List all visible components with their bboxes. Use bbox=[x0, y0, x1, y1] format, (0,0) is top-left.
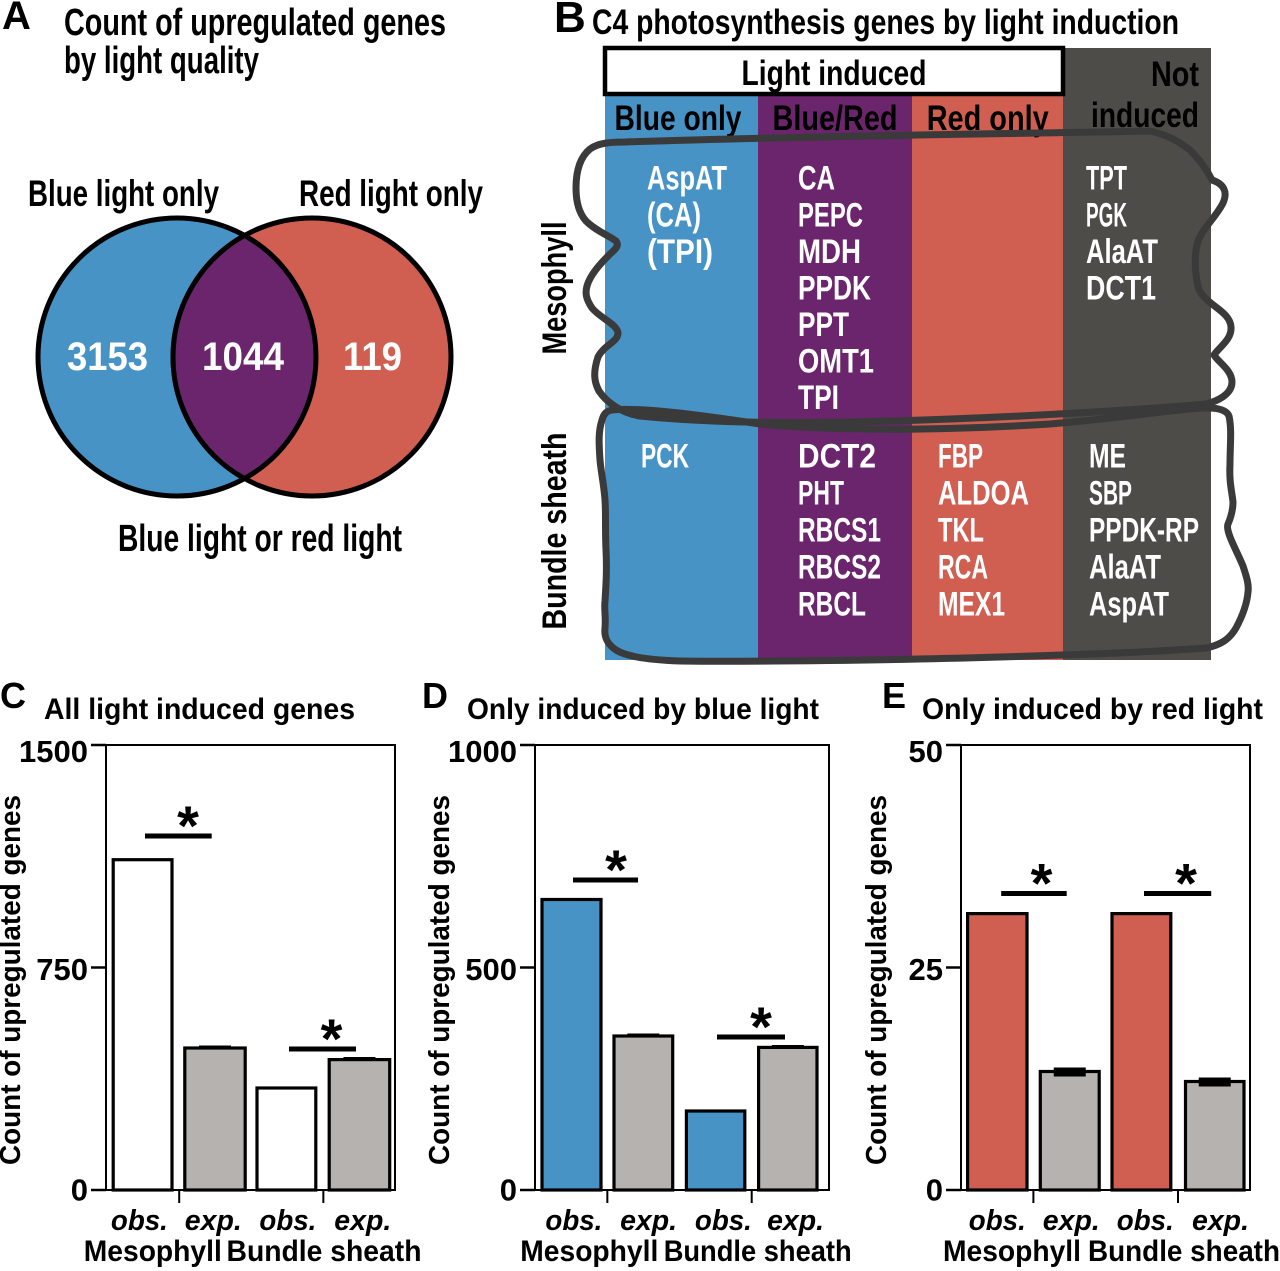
svg-text:*: * bbox=[177, 794, 199, 857]
svg-text:RBCL: RBCL bbox=[798, 586, 866, 624]
svg-text:OMT1: OMT1 bbox=[798, 343, 874, 381]
svg-text:750: 750 bbox=[36, 952, 88, 987]
svg-text:SBP: SBP bbox=[1089, 475, 1132, 513]
svg-text:Count of upregulated genes: Count of upregulated genes bbox=[0, 795, 27, 1165]
svg-text:exp.: exp. bbox=[1192, 1205, 1249, 1237]
svg-text:obs.: obs. bbox=[695, 1205, 752, 1237]
svg-text:All light induced genes: All light induced genes bbox=[44, 693, 355, 726]
svg-text:Mesophyll: Mesophyll bbox=[536, 222, 574, 355]
svg-text:obs.: obs. bbox=[111, 1205, 168, 1237]
svg-text:exp.: exp. bbox=[185, 1205, 242, 1237]
svg-text:AlaAT: AlaAT bbox=[1089, 549, 1161, 587]
svg-text:Bundle sheath: Bundle sheath bbox=[536, 433, 574, 630]
svg-text:RBCS2: RBCS2 bbox=[798, 549, 881, 587]
svg-text:Not: Not bbox=[1151, 55, 1199, 94]
svg-text:TPI: TPI bbox=[798, 379, 839, 417]
svg-text:*: * bbox=[1175, 852, 1197, 915]
svg-text:PPDK-RP: PPDK-RP bbox=[1089, 512, 1199, 550]
svg-text:Mesophyll: Mesophyll bbox=[520, 1235, 658, 1268]
svg-text:*: * bbox=[1031, 852, 1053, 915]
svg-text:Count of upregulated genes: Count of upregulated genes bbox=[424, 795, 456, 1165]
svg-text:PGK: PGK bbox=[1086, 197, 1127, 235]
svg-text:500: 500 bbox=[465, 952, 517, 987]
svg-text:ME: ME bbox=[1089, 438, 1126, 476]
svg-text:FBP: FBP bbox=[938, 438, 983, 476]
svg-text:AspAT: AspAT bbox=[647, 160, 727, 198]
svg-text:Blue only: Blue only bbox=[615, 99, 742, 138]
svg-text:MDH: MDH bbox=[798, 233, 861, 271]
svg-text:DCT2: DCT2 bbox=[798, 438, 876, 476]
svg-text:50: 50 bbox=[909, 734, 943, 769]
svg-text:exp.: exp. bbox=[620, 1205, 677, 1237]
svg-text:Blue light only: Blue light only bbox=[28, 173, 219, 214]
svg-text:Mesophyll: Mesophyll bbox=[943, 1235, 1081, 1268]
svg-text:E: E bbox=[882, 675, 906, 716]
svg-text:DCT1: DCT1 bbox=[1086, 270, 1156, 308]
svg-text:exp.: exp. bbox=[767, 1205, 824, 1237]
svg-text:AspAT: AspAT bbox=[1089, 586, 1169, 624]
svg-text:D: D bbox=[422, 675, 448, 716]
svg-text:AlaAT: AlaAT bbox=[1086, 233, 1158, 271]
svg-text:119: 119 bbox=[343, 335, 402, 379]
svg-text:MEX1: MEX1 bbox=[938, 586, 1005, 624]
svg-text:TKL: TKL bbox=[938, 512, 984, 550]
svg-text:PPT: PPT bbox=[798, 306, 849, 344]
svg-text:0: 0 bbox=[71, 1173, 88, 1208]
svg-text:obs.: obs. bbox=[259, 1205, 316, 1237]
svg-text:CA: CA bbox=[798, 160, 835, 198]
svg-text:0: 0 bbox=[926, 1173, 943, 1208]
svg-text:RCA: RCA bbox=[938, 549, 988, 587]
svg-text:PHT: PHT bbox=[798, 475, 844, 513]
svg-text:(TPI): (TPI) bbox=[647, 233, 713, 271]
svg-text:Mesophyll: Mesophyll bbox=[84, 1235, 222, 1268]
svg-text:PPDK: PPDK bbox=[798, 270, 871, 308]
svg-text:obs.: obs. bbox=[545, 1205, 602, 1237]
svg-text:by light quality: by light quality bbox=[64, 40, 259, 82]
svg-text:*: * bbox=[321, 1007, 343, 1070]
svg-text:A: A bbox=[2, 0, 31, 38]
svg-text:Count of upregulated genes: Count of upregulated genes bbox=[861, 795, 893, 1165]
svg-text:TPT: TPT bbox=[1086, 160, 1127, 198]
svg-text:1000: 1000 bbox=[448, 734, 517, 769]
svg-text:B: B bbox=[554, 0, 586, 42]
svg-text:Only induced by blue light: Only induced by blue light bbox=[467, 693, 819, 726]
svg-text:exp.: exp. bbox=[334, 1205, 391, 1237]
svg-text:Count of upregulated genes: Count of upregulated genes bbox=[64, 2, 446, 44]
svg-text:PCK: PCK bbox=[641, 438, 689, 476]
svg-text:1044: 1044 bbox=[202, 335, 285, 379]
svg-text:0: 0 bbox=[500, 1173, 517, 1208]
svg-text:obs.: obs. bbox=[1117, 1205, 1174, 1237]
svg-text:Bundle sheath: Bundle sheath bbox=[227, 1235, 422, 1268]
svg-text:PEPC: PEPC bbox=[798, 197, 863, 235]
svg-text:obs.: obs. bbox=[969, 1205, 1026, 1237]
svg-text:25: 25 bbox=[909, 952, 943, 987]
svg-text:*: * bbox=[750, 995, 772, 1058]
svg-text:Bundle sheath: Bundle sheath bbox=[664, 1235, 852, 1268]
svg-text:1500: 1500 bbox=[19, 734, 88, 769]
svg-text:C4 photosynthesis genes by lig: C4 photosynthesis genes by light inducti… bbox=[592, 3, 1179, 42]
svg-text:Blue/Red: Blue/Red bbox=[773, 99, 898, 138]
svg-text:(CA): (CA) bbox=[647, 197, 701, 235]
svg-text:*: * bbox=[605, 838, 627, 901]
svg-text:Red light only: Red light only bbox=[299, 173, 483, 214]
svg-text:Bundle sheath: Bundle sheath bbox=[1088, 1235, 1280, 1268]
svg-text:RBCS1: RBCS1 bbox=[798, 512, 881, 550]
svg-text:3153: 3153 bbox=[67, 335, 148, 379]
svg-text:Blue light or red light: Blue light or red light bbox=[118, 518, 402, 560]
svg-text:Light induced: Light induced bbox=[742, 54, 927, 93]
svg-text:exp.: exp. bbox=[1043, 1205, 1100, 1237]
svg-text:Only induced by red light: Only induced by red light bbox=[922, 693, 1263, 726]
svg-text:C: C bbox=[0, 675, 26, 716]
svg-text:ALDOA: ALDOA bbox=[938, 475, 1029, 513]
